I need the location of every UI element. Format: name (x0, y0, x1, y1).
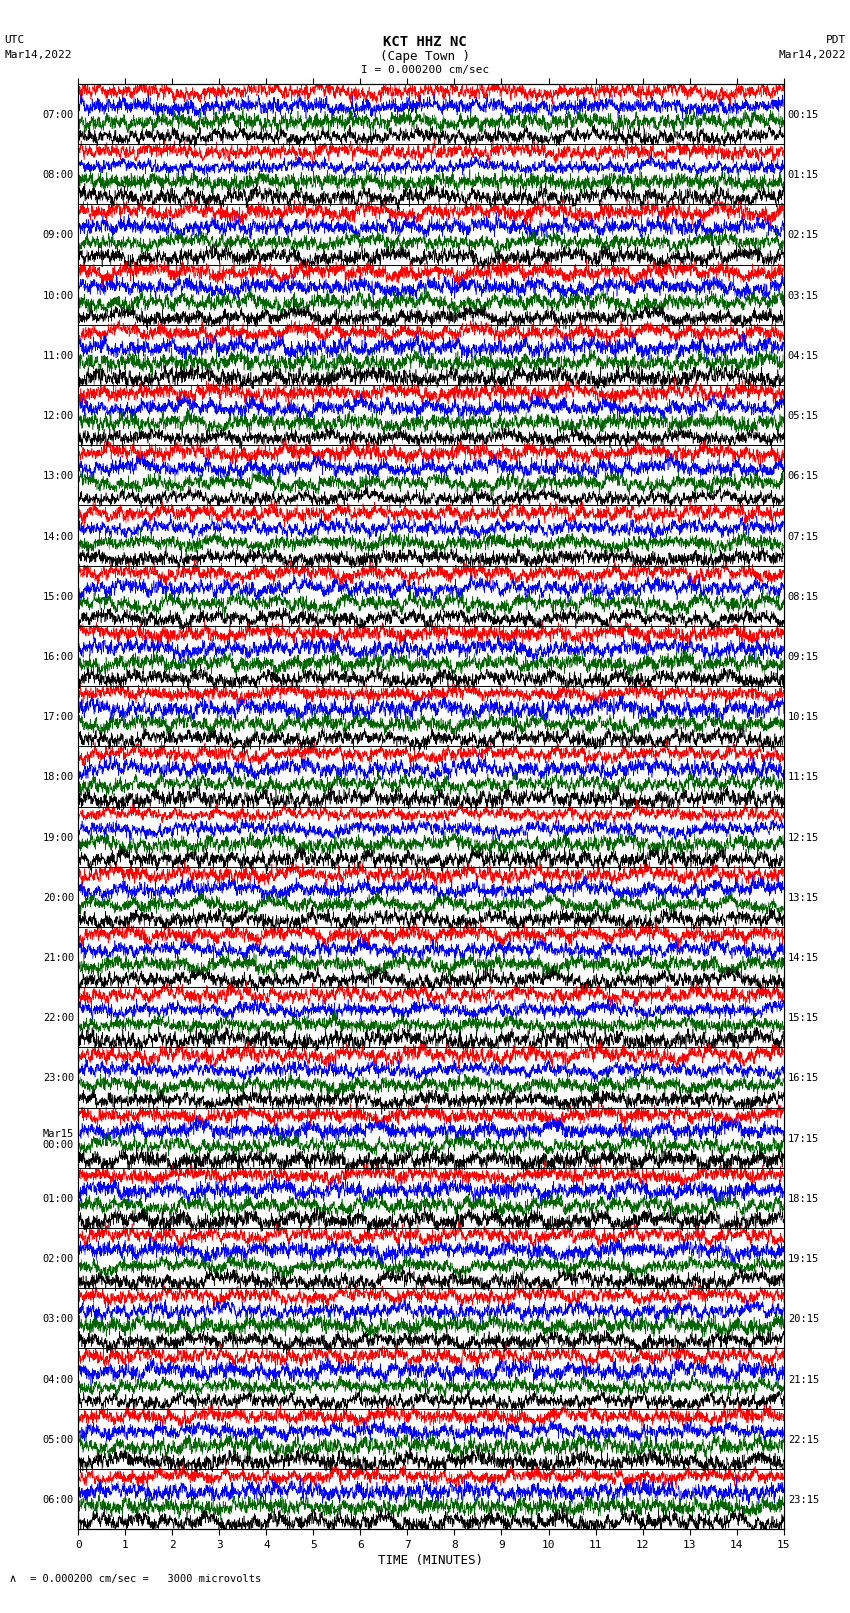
Text: Mar14,2022: Mar14,2022 (4, 50, 71, 60)
Text: $\wedge$: $\wedge$ (8, 1573, 17, 1584)
X-axis label: TIME (MINUTES): TIME (MINUTES) (378, 1553, 484, 1566)
Text: I = 0.000200 cm/sec: I = 0.000200 cm/sec (361, 65, 489, 74)
Text: KCT HHZ NC: KCT HHZ NC (383, 35, 467, 50)
Text: Mar14,2022: Mar14,2022 (779, 50, 846, 60)
Text: PDT: PDT (825, 35, 846, 45)
Text: UTC: UTC (4, 35, 25, 45)
Text: = 0.000200 cm/sec =   3000 microvolts: = 0.000200 cm/sec = 3000 microvolts (30, 1574, 261, 1584)
Text: (Cape Town ): (Cape Town ) (380, 50, 470, 63)
